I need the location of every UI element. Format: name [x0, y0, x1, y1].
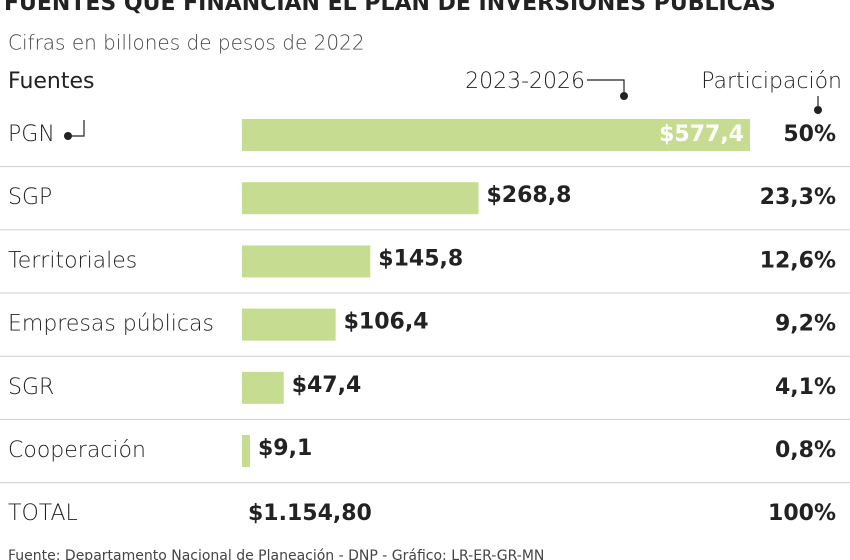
bar	[242, 182, 479, 215]
share-label: 23,3%	[760, 185, 836, 210]
value-label: $9,1	[258, 436, 312, 461]
connector-dot	[64, 132, 72, 140]
category-label: Empresas públicas	[8, 312, 214, 337]
value-label: $145,8	[378, 246, 463, 271]
value-label: $577,4	[659, 122, 744, 147]
column-header: Fuentes	[8, 69, 95, 94]
total-share: 100%	[768, 501, 836, 526]
category-label: PGN	[8, 122, 55, 147]
value-label: $47,4	[292, 373, 362, 398]
share-label: 0,8%	[775, 438, 836, 463]
bar	[242, 371, 284, 404]
share-label: 12,6%	[760, 248, 836, 273]
total-value: $1.154,80	[248, 501, 372, 526]
bar	[242, 245, 371, 278]
chart-title: FUENTES QUE FINANCIAN EL PLAN DE INVERSI…	[4, 0, 776, 16]
category-label: SGR	[8, 375, 54, 400]
category-label: Territoriales	[8, 248, 137, 273]
value-label: $106,4	[344, 310, 429, 335]
chart-subtitle: Cifras en billones de pesos de 2022	[8, 31, 365, 55]
share-label: 50%	[783, 122, 836, 147]
source-note: Fuente: Departamento Nacional de Planeac…	[8, 548, 544, 560]
column-header: Participación	[701, 69, 842, 94]
category-label: SGP	[8, 185, 52, 210]
category-label: Cooperación	[8, 438, 146, 463]
total-label: TOTAL	[8, 501, 78, 526]
share-label: 4,1%	[775, 375, 836, 400]
column-header: 2023-2026	[465, 69, 585, 94]
bar	[242, 435, 251, 467]
connector-dot	[620, 92, 628, 100]
bar	[242, 308, 336, 341]
bar	[242, 119, 750, 151]
share-label: 9,2%	[775, 312, 836, 337]
value-label: $268,8	[486, 183, 571, 208]
connector-dot	[814, 106, 822, 114]
